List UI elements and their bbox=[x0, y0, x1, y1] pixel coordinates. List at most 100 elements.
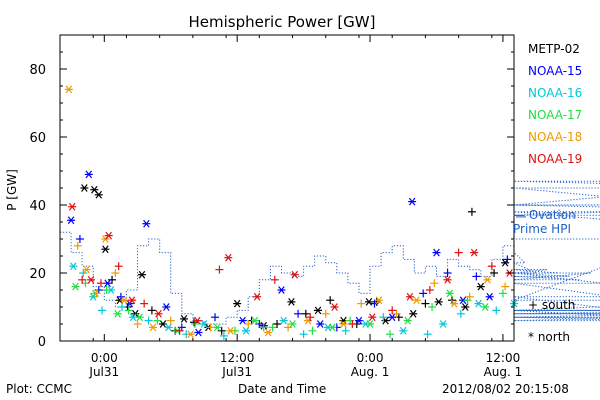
noaa-16-south-point bbox=[79, 269, 88, 277]
noaa-15-north-point bbox=[277, 286, 286, 294]
metp-02-north-point bbox=[461, 303, 470, 311]
noaa-16-north-point bbox=[474, 299, 483, 308]
legend-item-noaa-16: NOAA-16 bbox=[528, 86, 583, 100]
noaa-16-south-point bbox=[341, 326, 350, 335]
noaa-17-north-point bbox=[403, 316, 412, 325]
y-tick-label: 20 bbox=[29, 267, 46, 282]
noaa-15-south-point bbox=[255, 320, 264, 328]
plot-credit: Plot: CCMC bbox=[6, 382, 72, 396]
noaa-15-south-point bbox=[370, 299, 379, 308]
noaa-19-north-point bbox=[87, 275, 96, 284]
noaa-18-north-point bbox=[450, 299, 459, 308]
noaa-18-south-point bbox=[166, 316, 175, 325]
noaa-16-south-point bbox=[299, 330, 308, 339]
noaa-16-north-point bbox=[69, 262, 78, 271]
noaa-16-north-point bbox=[279, 316, 288, 325]
noaa-18-north-point bbox=[339, 320, 348, 328]
noaa-15-south-point bbox=[75, 235, 84, 243]
noaa-19-north-point bbox=[68, 202, 77, 211]
metp-02-north-point bbox=[409, 309, 418, 318]
noaa-19-south-point bbox=[175, 326, 184, 335]
noaa-15-north-point bbox=[238, 316, 247, 325]
noaa-18-south-point bbox=[392, 309, 401, 318]
noaa-19-south-point bbox=[215, 265, 224, 274]
y-tick-label: 40 bbox=[29, 199, 46, 214]
noaa-18-south-point bbox=[465, 292, 474, 301]
noaa-17-south-point bbox=[385, 330, 394, 339]
noaa-16-north-point bbox=[199, 320, 208, 328]
noaa-18-south-point bbox=[206, 323, 215, 332]
noaa-16-north-point bbox=[399, 326, 408, 335]
noaa-19-south-point bbox=[114, 262, 123, 271]
noaa-15-south-point bbox=[294, 309, 303, 318]
x-tick-label-date: Jul31 bbox=[221, 365, 252, 379]
noaa-18-north-point bbox=[412, 296, 421, 305]
noaa-16-north-point bbox=[164, 323, 173, 332]
metp-02-south-point bbox=[273, 320, 282, 328]
noaa-16-north-point bbox=[242, 326, 251, 335]
noaa-15-north-point bbox=[354, 316, 363, 325]
noaa-19-north-point bbox=[104, 231, 113, 240]
x-tick-label-date: Jul31 bbox=[88, 365, 119, 379]
noaa-18-north-point bbox=[374, 296, 383, 305]
metp-02-south-point bbox=[490, 269, 499, 277]
x-tick-label-time: 0:00 bbox=[357, 351, 384, 365]
noaa-15-north-point bbox=[408, 197, 417, 206]
noaa-16-north-point bbox=[439, 320, 448, 328]
x-tick-label-time: 12:00 bbox=[486, 351, 521, 365]
noaa-16-south-point bbox=[379, 313, 388, 322]
noaa-19-north-point bbox=[368, 313, 377, 322]
noaa-17-north-point bbox=[250, 316, 259, 325]
noaa-18-north-point bbox=[483, 275, 492, 284]
noaa-19-north-point bbox=[127, 296, 136, 305]
noaa-18-south-point bbox=[244, 320, 253, 328]
noaa-19-north-point bbox=[330, 303, 339, 311]
noaa-15-north-point bbox=[316, 320, 325, 328]
ovation-legend-line2: Prime HPI bbox=[513, 222, 571, 236]
x-tick-label-date: Aug. 1 bbox=[484, 365, 523, 379]
y-axis-label: P [GW] bbox=[5, 169, 19, 211]
noaa-17-north-point bbox=[113, 309, 122, 318]
metp-02-north-point bbox=[101, 245, 110, 254]
x-axis-label: Date and Time bbox=[238, 382, 327, 396]
noaa-15-north-point bbox=[84, 170, 93, 179]
noaa-18-south-point bbox=[111, 269, 120, 277]
noaa-17-north-point bbox=[366, 320, 375, 328]
y-tick-label: 0 bbox=[38, 335, 46, 350]
metp-02-south-point bbox=[217, 326, 226, 335]
noaa-17-south-point bbox=[268, 323, 277, 332]
metp-02-south-point bbox=[108, 275, 117, 284]
noaa-19-south-point bbox=[487, 262, 496, 271]
noaa-19-south-point bbox=[348, 320, 357, 328]
noaa-19-north-point bbox=[290, 270, 299, 279]
noaa-19-north-point bbox=[193, 316, 202, 325]
metp-02-north-point bbox=[287, 298, 296, 306]
noaa-18-north-point bbox=[149, 323, 158, 332]
noaa-15-south-point bbox=[503, 255, 512, 264]
noaa-18-south-point bbox=[133, 320, 142, 328]
metp-02-north-point bbox=[476, 282, 485, 291]
legend-item-noaa-18: NOAA-18 bbox=[528, 130, 583, 144]
metp-02-north-point bbox=[314, 306, 323, 315]
noaa-19-north-point bbox=[470, 248, 479, 257]
noaa-17-north-point bbox=[445, 289, 454, 298]
noaa-18-south-point bbox=[284, 323, 293, 332]
y-tick-label: 60 bbox=[29, 131, 46, 146]
noaa-17-north-point bbox=[328, 323, 337, 332]
noaa-17-south-point bbox=[124, 306, 133, 315]
metp-02-north-point bbox=[80, 184, 89, 192]
metp-02-north-point bbox=[233, 299, 242, 308]
noaa-15-south-point bbox=[211, 313, 220, 322]
noaa-17-south-point bbox=[428, 303, 437, 311]
noaa-15-south-point bbox=[419, 289, 428, 298]
legend-item-noaa-15: NOAA-15 bbox=[528, 64, 583, 78]
noaa-17-south-point bbox=[498, 289, 507, 298]
noaa-18-north-point bbox=[82, 265, 91, 274]
metp-02-south-point bbox=[147, 306, 156, 315]
metp-02-south-point bbox=[326, 296, 335, 305]
noaa-19-south-point bbox=[140, 299, 149, 308]
x-tick-label-time: 12:00 bbox=[220, 351, 255, 365]
noaa-19-south-point bbox=[454, 248, 463, 257]
noaa-15-south-point bbox=[443, 269, 452, 277]
